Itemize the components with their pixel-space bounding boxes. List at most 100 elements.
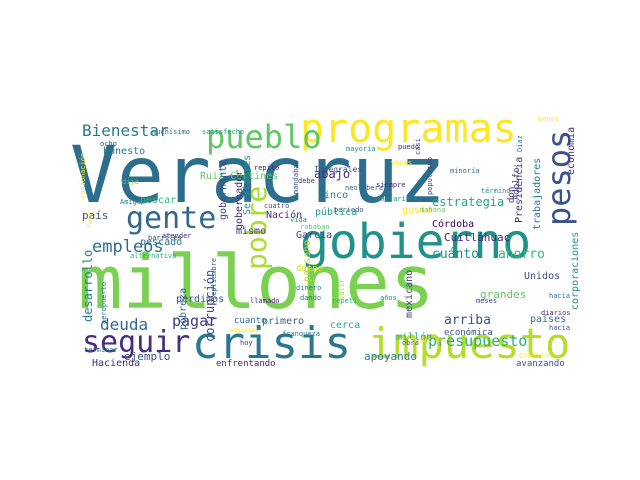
word-18: cuánto [432,247,479,262]
word-37: pescado [140,237,182,248]
word-28: Unidos [524,271,560,282]
word-55: corporaciones [570,232,581,310]
word-106: mañana [420,206,445,214]
word-41: gobernante [218,160,229,220]
word-102: minoría [450,167,480,175]
word-4: crisis [192,318,351,369]
word-86: Créditos [519,352,553,360]
word-105: sanitaria [372,195,410,203]
word-12: empleos [92,237,164,257]
word-63: Integrales [314,165,362,174]
word-31: Nación [266,209,302,221]
word-3: programas [300,106,517,152]
word-49: enfrentando [216,359,276,369]
word-25: desarrollo [81,250,95,322]
word-58: cuanto [234,316,267,326]
word-2: gobierno [300,214,531,270]
word-0: Veracruz [70,131,446,221]
word-8: pesos [540,130,578,226]
word-5: impuesto [368,319,570,368]
word-109: condonación [79,153,87,199]
word-89: empresas [230,327,259,334]
word-60: dueño [296,264,323,274]
word-61: Adolfo [512,167,522,200]
word-70: alternativa [130,252,176,260]
word-56: perdimos [176,294,224,305]
word-15: presupuesto [428,332,527,350]
word-107: menos [538,115,559,123]
word-78: salir [338,279,346,300]
word-45: primero [262,316,304,327]
word-82: meses [476,297,497,305]
word-104: neoliberal [345,184,387,192]
word-67: dije [122,178,139,186]
word-99: puedo [398,143,419,151]
word-91: periodo [334,206,364,214]
word-111: Díaz [516,135,524,152]
word-74: llamado [250,297,280,305]
word-50: avanzando [516,359,565,369]
word-59: paisano [302,240,313,282]
word-83: hacía [549,292,570,300]
word-110: populismo [426,157,434,195]
word-100: veces [391,159,412,167]
word-85: hacia [549,324,570,332]
word-34: cinco [318,190,348,201]
word-9: seguir [82,325,190,360]
word-32: García [296,229,332,241]
word-1: millones [78,240,434,326]
word-75: dando [300,294,321,302]
word-44: mismo [236,226,266,237]
word-42: gobernador [234,170,245,230]
word-13: deuda [100,315,148,334]
word-80: obra [402,339,419,347]
word-95: repito [254,164,279,172]
word-38: pescar [140,195,176,206]
word-101: casi [414,138,422,155]
word-90: franqueza [282,330,320,338]
word-11: Bienestar [82,121,169,140]
word-98: mayoría [346,145,376,153]
word-47: millón [396,331,432,343]
word-19: arriba [444,313,491,328]
word-65: satisfecho [202,128,244,136]
word-7: gente [126,201,216,236]
word-71: barriles [148,234,182,242]
word-36: país [82,209,109,222]
word-52: Presidencia [514,157,525,223]
word-23: Hacienda [92,358,140,369]
word-27: Cuitláhuac [444,231,510,244]
word-48: económica [444,327,493,338]
word-97: debe [298,177,315,185]
word-112: Pasar [87,210,94,228]
word-84: diarios [541,309,571,317]
word-72: aeropuerto [100,282,108,324]
word-14: pagar [172,312,217,330]
word-10: pobre [240,186,273,270]
word-20: grandes [480,288,526,301]
word-53: trabajadores [532,158,543,230]
word-29: países [530,313,566,325]
word-39: honesto [103,146,145,157]
word-16: estrategia [432,195,504,209]
word-92: vida [290,216,307,224]
word-24: corrupción [203,270,217,342]
word-62: don [507,187,517,203]
word-87: terminar [84,346,118,354]
word-6: pueblo [206,118,322,156]
word-77: repetí [332,297,357,305]
word-103: siempre [376,181,406,189]
word-35: pública [315,206,357,218]
word-17: ahorro [498,247,545,262]
word-21: apoyando [364,350,417,363]
word-26: Córdoba [432,218,474,230]
word-69: atender [162,232,192,240]
word-79: años [380,294,397,302]
word-30: mexicano [404,270,415,318]
word-51: gusto [402,205,432,216]
word-88: hoy [240,339,253,347]
word-76: dinero [296,284,321,292]
word-64: muchísimo [152,128,190,136]
word-81: financiera [410,337,447,344]
